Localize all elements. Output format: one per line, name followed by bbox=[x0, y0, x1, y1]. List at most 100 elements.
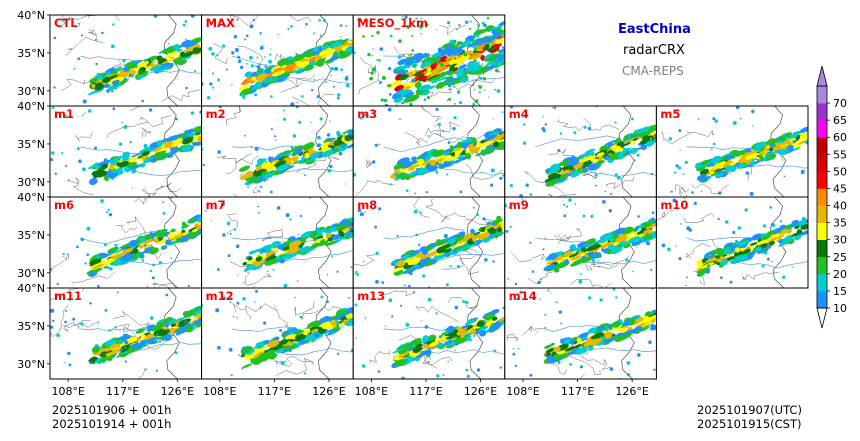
echo-speck bbox=[347, 297, 350, 299]
echo-speck bbox=[517, 347, 520, 350]
boundary-line bbox=[126, 216, 146, 236]
echo-speck bbox=[484, 89, 486, 91]
echo-cell bbox=[616, 141, 625, 147]
echo-speck bbox=[782, 275, 786, 279]
river bbox=[80, 230, 162, 245]
echo-speck bbox=[146, 286, 149, 288]
echo-speck bbox=[254, 146, 259, 151]
echo-cell bbox=[711, 248, 724, 255]
boundary-line bbox=[453, 77, 496, 91]
echo-cell bbox=[154, 146, 162, 152]
echo-speck bbox=[478, 85, 483, 89]
echo-speck bbox=[327, 168, 332, 173]
echo-speck bbox=[72, 317, 76, 321]
panel-label: m9 bbox=[509, 198, 529, 212]
echo-speck bbox=[364, 113, 368, 117]
echo-speck bbox=[50, 268, 53, 272]
echo-cell bbox=[758, 246, 770, 252]
echo-cell bbox=[587, 327, 598, 334]
echo-speck bbox=[685, 284, 687, 287]
boundary-line bbox=[71, 272, 115, 283]
echo-speck bbox=[478, 91, 481, 94]
echo-speck bbox=[749, 191, 754, 196]
echo-speck bbox=[345, 183, 347, 185]
echo-cell bbox=[118, 160, 129, 168]
echo-cell bbox=[156, 140, 163, 147]
echo-cell bbox=[400, 167, 406, 173]
boundary-line bbox=[63, 319, 91, 332]
echo-speck bbox=[97, 284, 100, 288]
echo-cell bbox=[643, 229, 652, 234]
echo-cell bbox=[142, 335, 155, 342]
echo-speck bbox=[100, 245, 102, 247]
boundary-line bbox=[583, 117, 620, 131]
echo-cell bbox=[651, 309, 657, 314]
echo-speck bbox=[712, 117, 716, 121]
valid-time-utc: 2025101907(UTC) bbox=[697, 403, 802, 417]
echo-speck bbox=[237, 55, 241, 59]
echo-speck bbox=[569, 363, 573, 366]
boundary-line bbox=[226, 213, 239, 235]
echo-cell bbox=[746, 152, 759, 159]
echo-speck bbox=[319, 34, 322, 37]
echo-speck bbox=[149, 269, 153, 273]
colorbar-swatch bbox=[817, 86, 827, 104]
echo-cell bbox=[479, 65, 489, 70]
echo-cell bbox=[705, 257, 717, 264]
echo-speck bbox=[410, 53, 413, 56]
echo-speck bbox=[229, 301, 232, 304]
echo-cell bbox=[643, 234, 653, 240]
echo-speck bbox=[468, 338, 472, 342]
echo-speck bbox=[109, 267, 113, 271]
echo-speck bbox=[77, 57, 81, 61]
echo-speck bbox=[484, 147, 487, 150]
echo-speck bbox=[646, 232, 648, 235]
echo-cell bbox=[632, 236, 641, 243]
echo-speck bbox=[222, 296, 226, 301]
echo-speck bbox=[421, 319, 423, 322]
colorbar-label: 50 bbox=[833, 165, 847, 178]
echo-cell bbox=[596, 156, 604, 162]
echo-speck bbox=[242, 95, 246, 99]
echo-cell bbox=[437, 157, 451, 164]
lat-tick-label: 30°N bbox=[17, 267, 45, 280]
echo-cell bbox=[396, 262, 403, 267]
echo-speck bbox=[378, 207, 382, 211]
echo-speck bbox=[406, 57, 410, 60]
echo-cell bbox=[111, 79, 120, 85]
echo-cell bbox=[285, 59, 295, 66]
echo-cell bbox=[341, 144, 346, 149]
echo-cell bbox=[337, 312, 342, 316]
echo-cell bbox=[163, 333, 172, 341]
echo-cell bbox=[486, 48, 492, 52]
echo-speck bbox=[263, 180, 266, 182]
echo-speck bbox=[713, 162, 716, 166]
echo-speck bbox=[259, 185, 263, 189]
echo-speck bbox=[81, 114, 84, 117]
echo-cell bbox=[107, 172, 119, 179]
echo-speck bbox=[141, 99, 144, 103]
boundary-line bbox=[161, 89, 202, 102]
echo-speck bbox=[387, 107, 392, 112]
echo-speck bbox=[424, 351, 428, 354]
echo-cell bbox=[258, 344, 269, 350]
echo-speck bbox=[313, 237, 317, 242]
echo-cell bbox=[317, 228, 328, 234]
echo-speck bbox=[449, 39, 454, 44]
echo-speck bbox=[350, 49, 354, 54]
echo-speck bbox=[150, 316, 154, 320]
echo-speck bbox=[425, 86, 427, 89]
boundary-line bbox=[358, 69, 380, 95]
echo-cell bbox=[477, 44, 486, 49]
echo-speck bbox=[264, 65, 267, 68]
echo-cell bbox=[755, 246, 762, 252]
echo-speck bbox=[494, 88, 497, 91]
echo-speck bbox=[322, 18, 327, 22]
echo-speck bbox=[362, 35, 365, 38]
echo-speck bbox=[238, 354, 241, 356]
echo-cell bbox=[288, 240, 302, 249]
echo-cell bbox=[121, 253, 134, 261]
echo-speck bbox=[712, 142, 716, 146]
echo-cell bbox=[312, 47, 319, 53]
echo-speck bbox=[348, 138, 351, 141]
